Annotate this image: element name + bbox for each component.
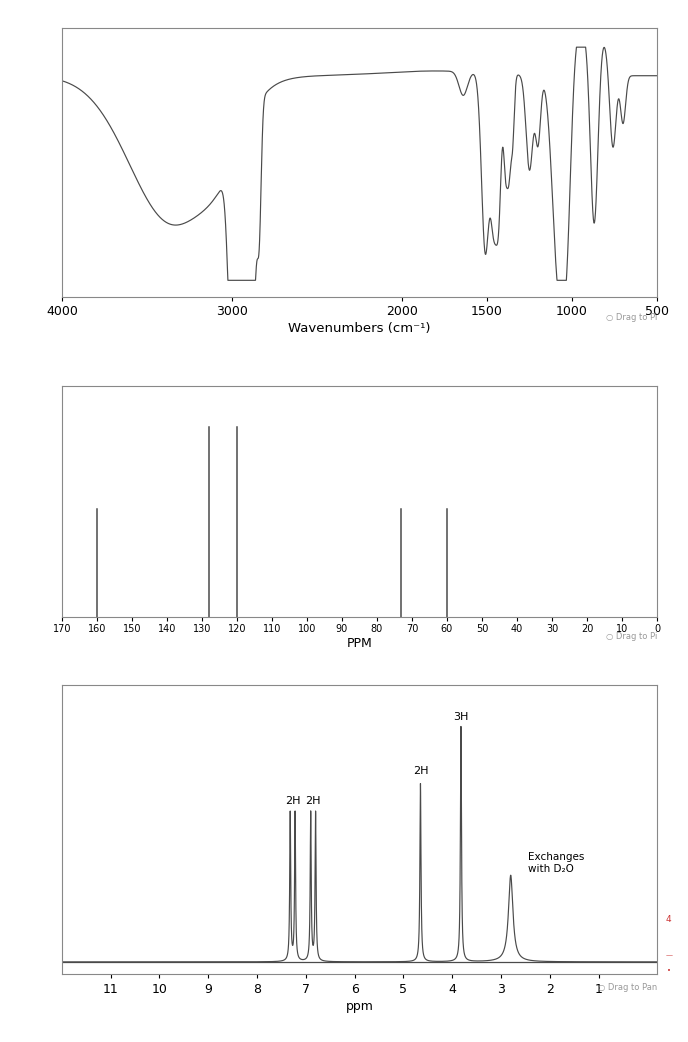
Text: ○ Drag to Pi: ○ Drag to Pi bbox=[605, 632, 657, 642]
X-axis label: Wavenumbers (cm⁻¹): Wavenumbers (cm⁻¹) bbox=[288, 322, 431, 336]
Text: ○ Drag to Pi: ○ Drag to Pi bbox=[605, 313, 657, 322]
X-axis label: ppm: ppm bbox=[345, 999, 374, 1013]
Text: 4: 4 bbox=[666, 915, 671, 923]
Text: —: — bbox=[665, 952, 672, 959]
Text: 2H: 2H bbox=[285, 796, 301, 805]
X-axis label: PPM: PPM bbox=[347, 637, 372, 649]
Text: 2H: 2H bbox=[413, 766, 428, 776]
Text: 2H: 2H bbox=[305, 796, 321, 805]
Text: Exchanges
with D₂O: Exchanges with D₂O bbox=[528, 852, 584, 873]
Text: ○ Drag to Pan: ○ Drag to Pan bbox=[598, 983, 657, 992]
Text: 3H: 3H bbox=[453, 712, 469, 722]
Text: •: • bbox=[667, 968, 671, 974]
